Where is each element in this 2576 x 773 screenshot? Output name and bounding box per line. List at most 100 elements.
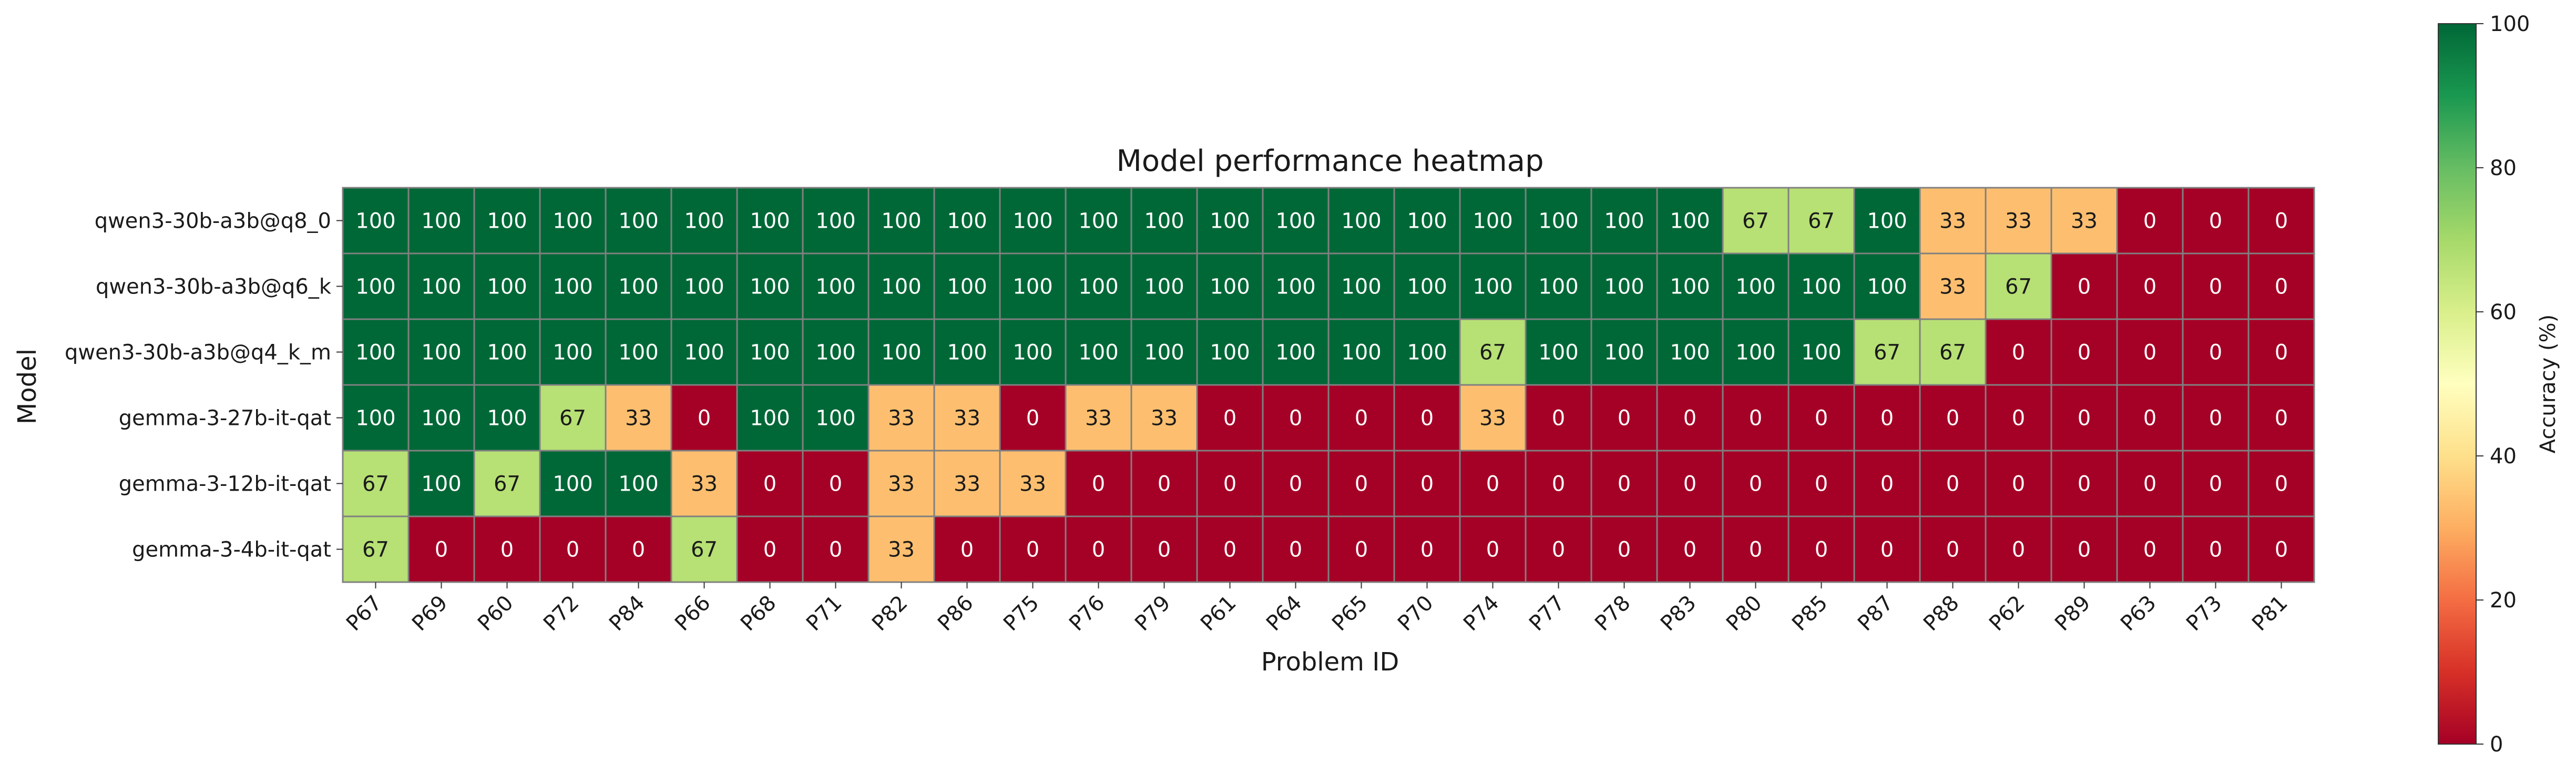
heatmap-cell bbox=[2116, 450, 2184, 517]
cell-value-label: 0 bbox=[1618, 538, 1631, 562]
heatmap-cell bbox=[2182, 318, 2250, 386]
cell-value-label: 100 bbox=[1144, 209, 1184, 233]
x-tick-label: P61 bbox=[1196, 591, 1241, 636]
x-tick-label: P74 bbox=[1459, 591, 1504, 636]
heatmap-cell bbox=[1459, 252, 1527, 320]
cell-value-label: 0 bbox=[2012, 406, 2025, 431]
heatmap-cell bbox=[1393, 187, 1461, 255]
heatmap-cell bbox=[539, 318, 607, 386]
cell-value-label: 0 bbox=[763, 538, 776, 562]
heatmap-cell bbox=[1065, 252, 1132, 320]
heatmap-cell bbox=[1459, 450, 1527, 517]
colorbar-tick-label: 40 bbox=[2490, 444, 2517, 469]
colorbar-tick-label: 20 bbox=[2490, 588, 2517, 613]
heatmap-cell bbox=[2247, 384, 2315, 452]
heatmap-cell bbox=[342, 318, 410, 386]
heatmap-cell bbox=[2050, 318, 2118, 386]
cell-value-label: 67 bbox=[1742, 209, 1769, 233]
heatmap-cell bbox=[1065, 187, 1132, 255]
heatmap-cell bbox=[1393, 252, 1461, 320]
cell-value-label: 33 bbox=[954, 406, 980, 431]
cell-value-label: 0 bbox=[566, 538, 579, 562]
heatmap-cell bbox=[1656, 252, 1724, 320]
heatmap-cell bbox=[1459, 384, 1527, 452]
cell-value-label: 0 bbox=[2275, 538, 2288, 562]
cell-value-label: 0 bbox=[2143, 472, 2156, 496]
cell-value-label: 0 bbox=[2143, 209, 2156, 233]
cell-value-label: 100 bbox=[1407, 341, 1447, 365]
cell-value-label: 33 bbox=[954, 472, 980, 496]
cell-value-label: 0 bbox=[1749, 406, 1762, 431]
cell-value-label: 0 bbox=[1946, 538, 1959, 562]
heatmap-cell bbox=[933, 187, 1001, 255]
heatmap-cell bbox=[802, 450, 870, 517]
cell-value-label: 0 bbox=[2209, 209, 2222, 233]
y-tick-label: qwen3-30b-a3b@q6_k bbox=[96, 275, 332, 299]
heatmap-cell bbox=[1262, 384, 1330, 452]
x-tick-label: P86 bbox=[933, 591, 978, 636]
cell-value-label: 0 bbox=[1355, 406, 1368, 431]
heatmap-cell bbox=[2247, 450, 2315, 517]
x-tick-label: P71 bbox=[802, 591, 847, 636]
cell-value-label: 100 bbox=[553, 341, 592, 365]
cell-value-label: 100 bbox=[553, 209, 592, 233]
cell-value-label: 100 bbox=[553, 472, 592, 496]
cell-value-label: 100 bbox=[1013, 209, 1052, 233]
cell-value-label: 0 bbox=[1880, 538, 1894, 562]
heatmap-cell bbox=[867, 450, 935, 517]
heatmap-cell bbox=[670, 318, 738, 386]
cell-value-label: 0 bbox=[763, 472, 776, 496]
heatmap-cell bbox=[407, 450, 475, 517]
cell-value-label: 0 bbox=[2143, 341, 2156, 365]
y-tick-label: qwen3-30b-a3b@q8_0 bbox=[95, 209, 331, 233]
x-tick-label: P60 bbox=[473, 591, 518, 636]
heatmap-cell bbox=[407, 515, 475, 583]
cell-value-label: 33 bbox=[888, 406, 915, 431]
cell-value-label: 100 bbox=[684, 209, 724, 233]
cell-value-label: 100 bbox=[421, 472, 461, 496]
x-tick-label: P69 bbox=[407, 591, 453, 636]
cell-value-label: 0 bbox=[2275, 209, 2288, 233]
cell-value-label: 0 bbox=[2078, 472, 2091, 496]
heatmap-cell bbox=[2182, 252, 2250, 320]
x-tick-label: P67 bbox=[342, 591, 387, 636]
cell-value-label: 0 bbox=[1683, 472, 1696, 496]
cell-value-label: 0 bbox=[1092, 538, 1105, 562]
heatmap-cell bbox=[1130, 318, 1198, 386]
cell-value-label: 0 bbox=[1880, 406, 1894, 431]
cell-value-label: 0 bbox=[829, 538, 842, 562]
heatmap-cell bbox=[1065, 450, 1132, 517]
cell-value-label: 0 bbox=[2275, 275, 2288, 299]
cell-value-label: 0 bbox=[2078, 406, 2091, 431]
heatmap-cell bbox=[802, 187, 870, 255]
cell-value-label: 100 bbox=[1013, 341, 1052, 365]
y-axis-label: Model bbox=[13, 349, 42, 424]
heatmap-cell bbox=[1985, 384, 2052, 452]
cell-value-label: 0 bbox=[1880, 472, 1894, 496]
heatmap-cell bbox=[1919, 318, 1987, 386]
heatmap-cell bbox=[1722, 187, 1790, 255]
y-tick-label: qwen3-30b-a3b@q4_k_m bbox=[65, 341, 331, 365]
heatmap-cells: 100 100 100 100 100 100 100 100 100 100 100 100 100 1… bbox=[342, 187, 2315, 583]
heatmap-cell bbox=[1196, 384, 1264, 452]
cell-value-label: 0 bbox=[1946, 472, 1959, 496]
cell-value-label: 0 bbox=[698, 406, 711, 431]
x-tick-label: P80 bbox=[1722, 591, 1767, 636]
heatmap-cell bbox=[1065, 318, 1132, 386]
cell-value-label: 0 bbox=[435, 538, 448, 562]
cell-value-label: 100 bbox=[1670, 275, 1710, 299]
heatmap-cell bbox=[1525, 252, 1592, 320]
colorbar-label: Accuracy (%) bbox=[2536, 314, 2560, 454]
cell-value-label: 0 bbox=[2143, 275, 2156, 299]
x-tick-label: P87 bbox=[1853, 591, 1898, 636]
cell-value-label: 100 bbox=[1013, 275, 1052, 299]
heatmap-cell bbox=[2247, 187, 2315, 255]
cell-value-label: 33 bbox=[625, 406, 652, 431]
heatmap-cell bbox=[1722, 384, 1790, 452]
x-tick-label: P85 bbox=[1787, 591, 1833, 636]
heatmap-cell bbox=[802, 384, 870, 452]
cell-value-label: 100 bbox=[421, 209, 461, 233]
cell-value-label: 0 bbox=[1026, 538, 1039, 562]
cell-value-label: 0 bbox=[1683, 406, 1696, 431]
cell-value-label: 0 bbox=[1552, 538, 1565, 562]
